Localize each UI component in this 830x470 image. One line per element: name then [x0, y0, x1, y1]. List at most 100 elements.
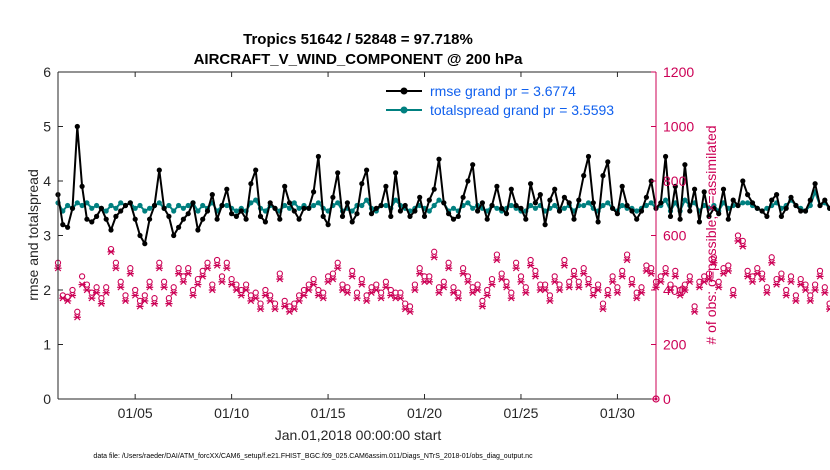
obs-assimilated-point [348, 273, 356, 280]
rmse-point [402, 202, 408, 209]
spread-point [740, 200, 746, 206]
obs-assimilated-point [710, 259, 718, 266]
rmse-point [764, 213, 770, 219]
obs-assimilated-point [637, 289, 646, 296]
obs-assimilated-point [83, 286, 91, 294]
rmse-point [320, 213, 326, 219]
rmse-point [127, 200, 133, 206]
rmse-point [677, 216, 683, 222]
rmse-point [812, 181, 818, 187]
obs-assimilated-point [199, 273, 207, 280]
obs-assimilated-point [763, 289, 771, 296]
obs-possible-point [783, 286, 790, 294]
obs-possible-point [778, 270, 785, 277]
rmse-point [436, 156, 442, 162]
obs-possible-point [821, 284, 828, 291]
spread-point [89, 205, 95, 211]
obs-possible-point [132, 286, 139, 294]
obs-assimilated-point [358, 281, 366, 288]
rmse-point [475, 208, 481, 214]
rmse-point [479, 200, 485, 206]
rmse-point [547, 197, 553, 203]
obs-possible-point [426, 273, 433, 280]
obs-assimilated-point [531, 273, 540, 280]
rmse-point [508, 186, 514, 192]
obs-assimilated-point [319, 294, 327, 302]
obs-possible-point [715, 278, 722, 285]
spread-point [176, 202, 182, 209]
obs-possible-point [730, 286, 737, 294]
rmse-point [576, 197, 582, 203]
obs-assimilated-point [281, 303, 289, 310]
rmse-point [590, 200, 596, 206]
obs-possible-point [281, 297, 288, 305]
obs-possible-point [156, 259, 163, 266]
obs-possible-point [585, 275, 592, 283]
obs-assimilated-point [131, 292, 139, 299]
obs-possible-point [580, 265, 587, 272]
obs-assimilated-point [459, 270, 467, 277]
rmse-point [108, 227, 114, 233]
rmse-point [571, 216, 577, 222]
obs-assimilated-point [88, 294, 96, 302]
obs-possible-point [440, 278, 447, 285]
obs-possible-point [358, 275, 365, 283]
obs-possible-point [339, 281, 346, 288]
obs-assimilated-point [628, 281, 636, 288]
x-tick-label: 01/05 [118, 405, 153, 421]
obs-possible-point [459, 265, 467, 272]
rmse-point [161, 205, 167, 211]
obs-possible-point [594, 281, 602, 288]
rmse-point [754, 205, 760, 211]
rmse-point [778, 213, 785, 219]
rmse-point [359, 181, 365, 187]
spread-point [311, 202, 317, 209]
obs-assimilated-point [290, 305, 298, 313]
rmse-point [301, 205, 307, 211]
obs-assimilated-point [228, 281, 236, 288]
rmse-point [556, 208, 563, 214]
obs-assimilated-point [724, 267, 732, 275]
rmse-point [137, 232, 143, 239]
obs-assimilated-point [440, 284, 448, 291]
obs-possible-point [816, 267, 824, 275]
obs-assimilated-point [782, 292, 790, 299]
obs-assimilated-point [657, 278, 665, 286]
obs-assimilated-point [633, 294, 641, 302]
rmse-point [745, 192, 751, 198]
rmse-point [774, 192, 780, 198]
y-tick-label-left: 4 [43, 173, 51, 189]
rmse-point [166, 213, 172, 219]
rmse-point [204, 208, 211, 214]
rmse-point [600, 173, 606, 179]
legend-rmse-marker [400, 87, 408, 95]
rmse-point [262, 219, 268, 225]
rmse-point [528, 181, 534, 187]
rmse-point [200, 216, 206, 222]
obs-assimilated-point [232, 286, 241, 294]
rmse-point [783, 205, 789, 211]
obs-assimilated-point [454, 294, 462, 302]
obs-assimilated-point [589, 292, 597, 299]
obs-assimilated-point [671, 273, 679, 280]
rmse-point [537, 192, 543, 198]
obs-assimilated-point [189, 292, 197, 299]
obs-assimilated-point [811, 286, 819, 294]
rmse-point [706, 213, 712, 219]
rmse-point [142, 241, 148, 247]
rmse-point [272, 205, 278, 211]
spread-point [282, 202, 288, 209]
obs-assimilated-point [801, 286, 810, 294]
obs-assimilated-point [826, 305, 830, 313]
x-tick-label: 01/20 [407, 405, 442, 421]
rmse-point [243, 216, 249, 222]
obs-assimilated-point [445, 264, 453, 272]
obs-possible-point [498, 270, 505, 277]
obs-assimilated-point [155, 264, 163, 272]
spread-point [634, 208, 640, 214]
obs-assimilated-point [753, 270, 761, 277]
obs-possible-point [170, 284, 177, 291]
y-tick-label-right: 1000 [663, 119, 694, 135]
obs-possible-point [112, 259, 120, 266]
obs-assimilated-point [695, 284, 704, 291]
